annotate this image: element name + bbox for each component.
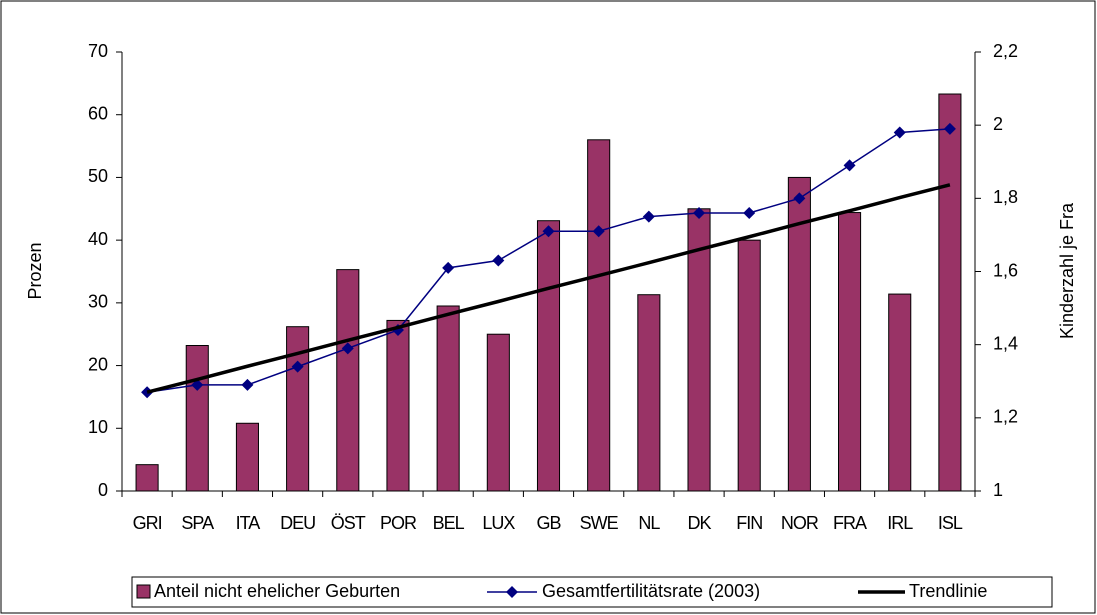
y-tick-label: 10 — [88, 417, 108, 437]
y-tick-label: 60 — [88, 103, 108, 123]
bar — [737, 239, 761, 492]
bar — [938, 93, 962, 492]
y-axis-label: Prozen — [25, 242, 45, 299]
fertility-marker — [291, 360, 304, 373]
y2-axis-label: Kinderzahl je Fra — [1057, 202, 1077, 339]
fertility-marker — [442, 261, 455, 274]
bar — [436, 305, 460, 492]
x-tick-label: IRL — [887, 513, 913, 533]
x-tick-label: ISL — [938, 513, 963, 533]
x-tick-label: GB — [536, 513, 561, 533]
bar — [787, 176, 811, 492]
legend-swatch — [136, 584, 151, 599]
x-tick-label: GRI — [133, 513, 162, 533]
x-tick-label: DEU — [280, 513, 315, 533]
bar — [838, 212, 862, 492]
x-tick-label: SPA — [181, 513, 214, 533]
x-tick-label: ÖST — [331, 513, 366, 533]
bar — [587, 139, 611, 492]
x-tick-label: DK — [688, 513, 712, 533]
y2-tick-label: 1,6 — [993, 260, 1018, 280]
legend-label: Gesamtfertilitätsrate (2003) — [542, 581, 760, 601]
fertility-marker — [592, 225, 605, 238]
bar — [888, 293, 912, 492]
bar — [286, 326, 310, 492]
fertility-marker — [943, 122, 956, 135]
fertility-marker — [241, 378, 254, 391]
y-tick-label: 30 — [88, 292, 108, 312]
x-tick-label: NOR — [781, 513, 819, 533]
legend-label: Anteil nicht ehelicher Geburten — [154, 581, 400, 601]
fertility-marker — [793, 192, 806, 205]
y2-tick-label: 1 — [993, 480, 1003, 500]
legend-marker — [506, 586, 518, 598]
x-tick-label: SWE — [580, 513, 619, 533]
x-tick-label: LUX — [482, 513, 515, 533]
bar — [536, 220, 561, 492]
trend-line — [146, 183, 951, 394]
bar — [135, 464, 159, 492]
y-tick-label: 0 — [98, 480, 108, 500]
x-tick-label: ITA — [236, 513, 261, 533]
bar — [336, 269, 360, 492]
y-tick-label: 40 — [88, 229, 108, 249]
x-tick-label: FIN — [736, 513, 762, 533]
x-tick-label: NL — [638, 513, 660, 533]
legend-label: Trendlinie — [909, 581, 987, 601]
y-tick-label: 20 — [88, 354, 108, 374]
fertility-marker — [492, 254, 505, 267]
x-tick-label: BEL — [433, 513, 465, 533]
fertility-marker — [843, 159, 856, 172]
fertility-marker — [341, 342, 354, 355]
y2-tick-label: 1,8 — [993, 187, 1018, 207]
bar — [185, 345, 209, 492]
fertility-marker — [642, 210, 655, 223]
y-tick-label: 50 — [88, 166, 108, 186]
y2-tick-label: 1,2 — [993, 407, 1018, 427]
fertility-marker — [893, 126, 906, 139]
fertility-marker — [693, 206, 706, 219]
y-tick-label: 70 — [88, 41, 108, 61]
y2-tick-label: 2 — [993, 114, 1003, 134]
x-tick-label: FRA — [833, 513, 867, 533]
fertility-marker — [743, 206, 756, 219]
y2-tick-label: 1,4 — [993, 333, 1018, 353]
fertility-marker — [542, 225, 555, 238]
bar — [637, 294, 661, 492]
x-tick-label: POR — [380, 513, 417, 533]
bar — [235, 422, 259, 492]
bar — [486, 333, 510, 492]
bar — [386, 319, 410, 492]
y2-tick-label: 2,2 — [993, 41, 1018, 61]
